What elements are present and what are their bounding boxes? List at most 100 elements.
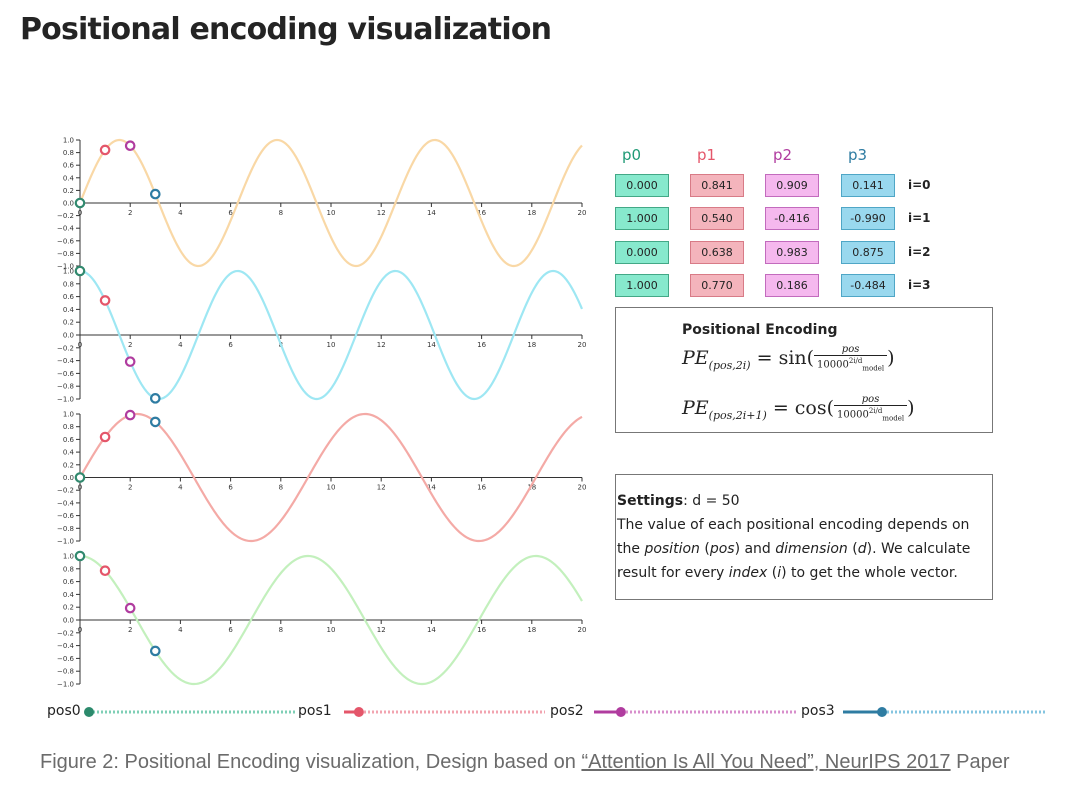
y-tick-label: 0.8 [63,149,74,157]
cell-i3-p2: 0.186 [765,274,819,297]
series-line-i=3 [79,554,583,686]
x-tick-label: 6 [228,209,233,217]
paper-link[interactable]: “Attention Is All You Need”, NeurIPS 201… [581,751,951,773]
formula-pe-cos: PE [682,397,709,420]
formula-num-cos: pos [834,394,908,406]
cell-i0-p2: 0.909 [765,174,819,197]
cell-i2-p3: 0.875 [841,241,895,264]
point-pos1-i=2 [99,431,111,443]
settings-text-4: ( [847,541,858,557]
page-title: Positional encoding visualization [20,12,552,47]
point-pos2-i=1 [124,356,136,367]
x-tick-label: 0 [78,341,82,349]
point-pos3-i=3 [150,645,161,657]
slider-thumb-pos1[interactable] [353,707,364,717]
x-tick-label: 10 [327,341,336,349]
point-pos0-i=2 [74,472,86,483]
slider-thumb-pos2[interactable] [615,707,626,717]
x-tick-label: 16 [477,341,486,349]
y-tick-label: 0.0 [63,332,74,340]
x-tick-label: 8 [279,484,283,492]
x-tick-label: 18 [527,626,536,634]
point-pos3-i=0 [150,188,161,200]
point-pos3-i=1 [150,393,161,404]
slider-thumb-pos0[interactable] [84,707,94,717]
y-tick-label: 0.8 [63,565,74,573]
formula-sub-sin: (pos,2i) [708,358,751,372]
y-tick-label: 0.6 [63,436,75,444]
x-tick-label: 16 [477,626,486,634]
x-tick-label: 14 [427,626,436,634]
formula-den-exp-cos: 2i/d [868,407,883,415]
caption-suffix: Paper [950,751,1010,773]
point-pos0-i=1 [74,265,86,277]
col-header-p0: p0 [622,146,642,164]
y-tick-label: 1.0 [63,137,74,145]
point-pos1-i=3 [99,565,111,577]
formula-den-base-sin: 10000 [817,359,849,371]
x-tick-label: 18 [527,209,536,217]
y-tick-label: 0.0 [63,474,74,482]
row-label-i2: i=2 [908,245,931,259]
formula-close-cos: ) [907,397,915,420]
cell-i2-p1: 0.638 [690,241,744,264]
point-pos1-i=0 [99,144,111,156]
settings-d-var: d [857,541,867,557]
settings-label: Settings [617,493,684,509]
settings-text-7: ) to get the whole vector. [781,565,958,581]
y-tick-label: 0.6 [63,162,75,170]
x-tick-label: 18 [527,484,536,492]
settings-d: : d = 50 [683,493,740,509]
settings-text-6: ( [767,565,778,581]
y-tick-label: 0.8 [63,280,74,288]
settings-i-var: i [777,565,782,581]
y-tick-label: −0.6 [57,237,75,245]
cell-i3-p3: -0.484 [841,274,895,297]
x-tick-label: 2 [128,484,132,492]
x-tick-label: 2 [128,341,132,349]
point-pos2-i=0 [124,140,136,152]
settings-index: index [728,565,768,581]
x-tick-label: 0 [78,209,82,217]
cell-i2-p0: 0.000 [615,241,669,264]
x-tick-label: 8 [279,626,283,634]
x-tick-label: 20 [578,484,587,492]
point-pos0-i=0 [74,197,86,209]
y-tick-label: −0.4 [57,225,75,233]
x-tick-label: 16 [477,209,486,217]
cell-i0-p1: 0.841 [690,174,744,197]
x-tick-label: 10 [327,484,336,492]
figure-caption: Figure 2: Positional Encoding visualizat… [40,751,1010,774]
y-tick-label: 0.2 [63,319,74,327]
x-tick-label: 18 [527,341,536,349]
cell-i1-p0: 1.000 [615,207,669,230]
y-tick-label: 1.0 [63,268,74,276]
formula-num-sin: pos [814,344,888,356]
x-tick-label: 20 [578,209,587,217]
x-tick-label: 12 [377,341,386,349]
cell-i1-p3: -0.990 [841,207,895,230]
formula-eq-sin: = sin( [756,347,815,370]
formula-sin: PE(pos,2i) = sin(pos 100002i/dmodel) [682,344,895,374]
point-pos2-i=3 [124,602,136,614]
formula-den-sub-sin: model [862,364,885,373]
y-tick-label: −0.4 [57,357,75,365]
x-tick-label: 12 [377,484,386,492]
y-tick-label: 0.0 [63,200,74,208]
y-tick-label: 1.0 [63,411,74,419]
series-line-i=0 [78,138,583,268]
y-tick-label: −0.8 [57,668,74,676]
y-tick-label: 0.6 [63,578,75,586]
cell-i1-p1: 0.540 [690,207,744,230]
settings-box: Settings: d = 50 The value of each posit… [615,474,993,600]
formula-pe-sin: PE [682,347,709,370]
settings-text-2: ( [699,541,710,557]
formula-den-sub-cos: model [882,414,905,423]
y-tick-label: 0.2 [63,461,74,469]
x-tick-label: 2 [128,209,132,217]
settings-position: position [644,541,700,557]
y-tick-label: −0.4 [57,642,75,650]
formula-den-base-cos: 10000 [837,409,869,421]
slider-thumb-pos3[interactable] [877,707,887,717]
x-tick-label: 12 [377,209,386,217]
